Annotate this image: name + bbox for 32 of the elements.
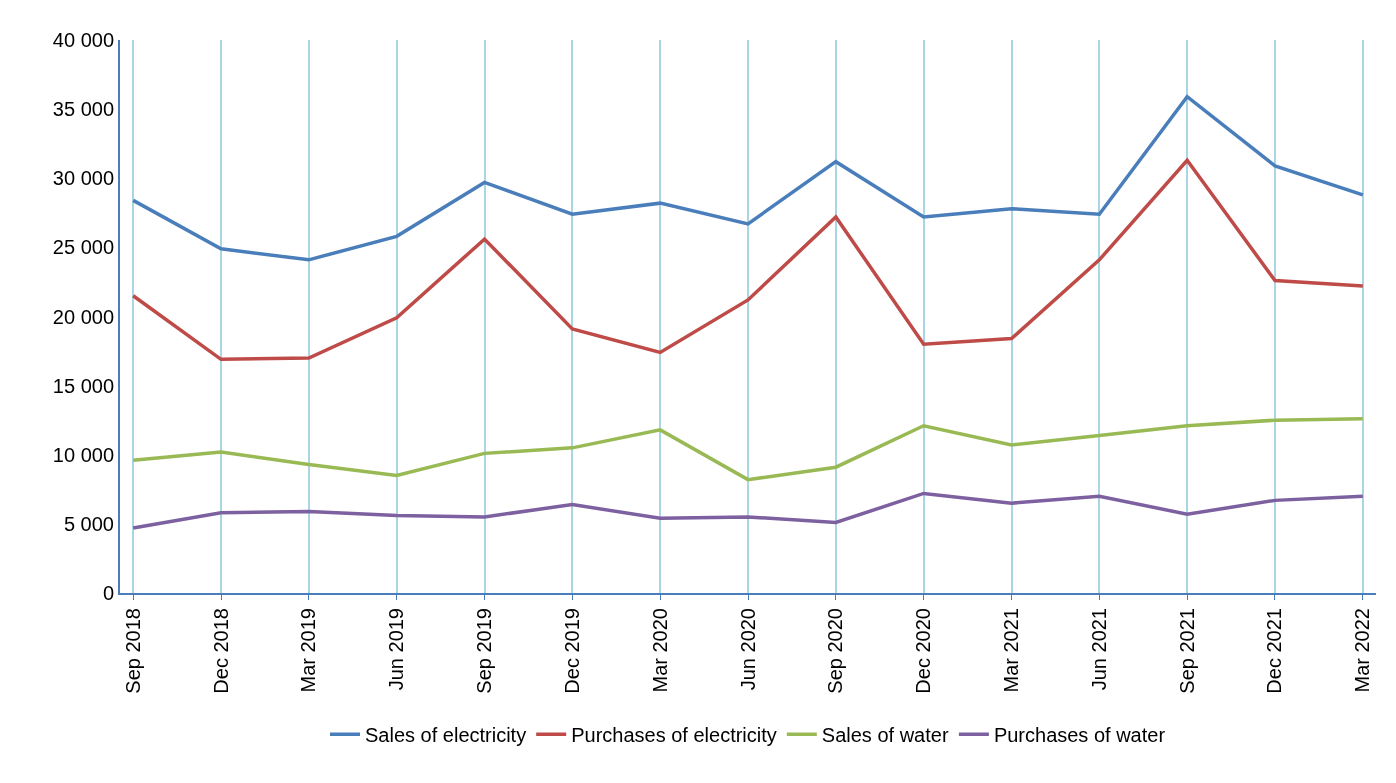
y-tick-label: 35 000 [52, 98, 114, 121]
line-series [131, 158, 1365, 362]
x-tick-label: Sep 2021 [1175, 608, 1198, 694]
x-tick-label: Mar 2022 [1351, 608, 1374, 693]
legend-label: Sales of water [821, 723, 949, 746]
y-tick-label: 20 000 [52, 305, 114, 328]
legend-label: Sales of electricity [365, 723, 527, 746]
x-tick-label: Sep 2019 [473, 608, 495, 694]
x-tick-label: Jun 2021 [1087, 608, 1110, 691]
y-tick-label: 10 000 [52, 443, 114, 466]
x-tick-label: Dec 2018 [209, 608, 232, 694]
x-tick-label: Jun 2019 [385, 608, 408, 691]
legend-label: Purchases of water [993, 723, 1166, 746]
x-tick-label: Dec 2019 [560, 608, 583, 694]
x-tick-label: Sep 2020 [824, 608, 847, 694]
x-tick-label: Dec 2020 [912, 608, 935, 694]
x-tick-label: Dec 2021 [1263, 608, 1286, 694]
legend-label: Purchases of electricity [571, 723, 777, 746]
x-tick-label: Mar 2020 [648, 608, 671, 693]
y-tick-label: 25 000 [52, 236, 114, 259]
y-tick-label: 0 [102, 582, 114, 604]
x-tick-label: Mar 2021 [1000, 608, 1022, 693]
y-tick-label: 5 000 [63, 512, 114, 535]
line-series [131, 491, 1365, 530]
y-tick-label: 30 000 [52, 167, 114, 190]
line-series [131, 417, 1365, 482]
y-tick-label: 15 000 [52, 374, 114, 397]
line-series [131, 94, 1365, 262]
x-tick-label: Jun 2020 [736, 608, 759, 691]
y-tick-label: 40 000 [52, 29, 114, 51]
x-tick-label: Mar 2019 [297, 608, 320, 693]
x-tick-label: Sep 2018 [121, 608, 144, 694]
